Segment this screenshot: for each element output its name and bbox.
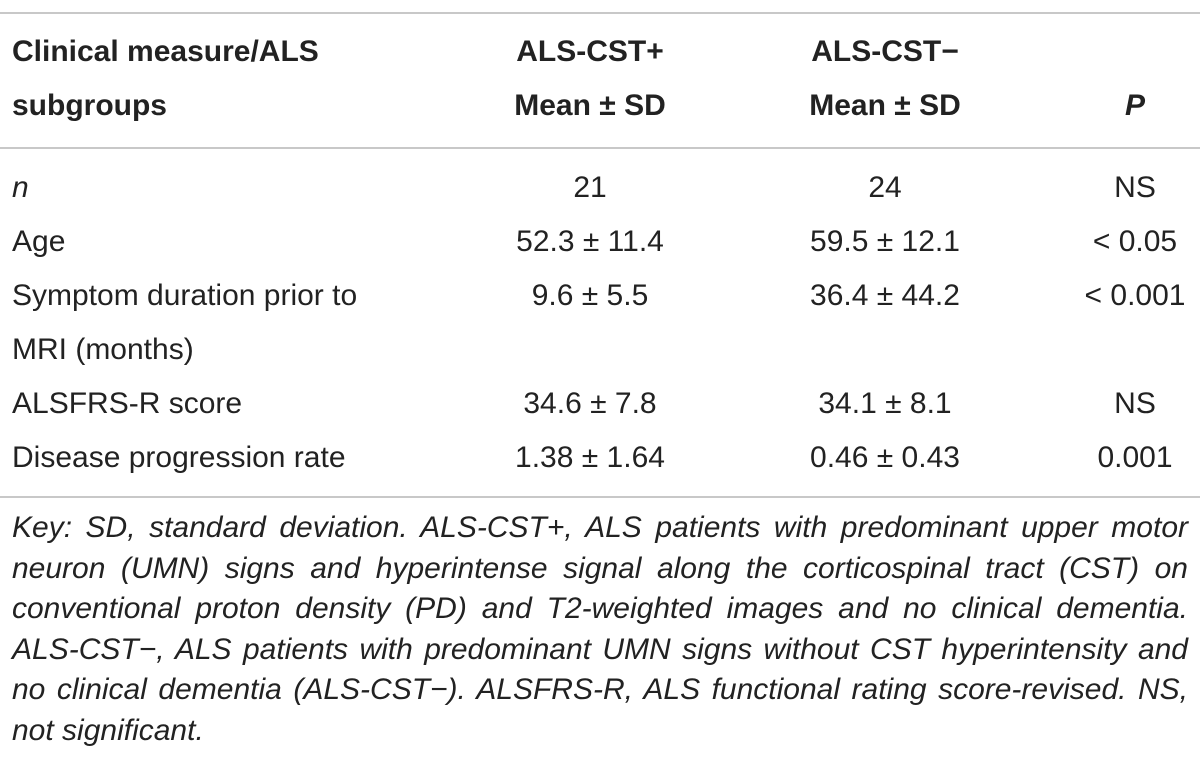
table-footnote: Key: SD, standard deviation. ALS-CST+, A… xyxy=(12,511,1188,747)
row-label: ALSFRS-R score xyxy=(12,387,243,420)
header-als-cst-minus: ALS-CST− Mean ± SD xyxy=(760,25,1010,133)
cst-plus-value: 21 xyxy=(573,171,607,204)
row-label: Disease progression rate xyxy=(12,441,346,474)
bottom-rule xyxy=(0,496,1200,498)
cst-plus-value: 34.6 ± 7.8 xyxy=(523,387,657,420)
row-label: n xyxy=(12,171,29,204)
cst-minus-value: 36.4 ± 44.2 xyxy=(810,279,960,312)
cst-plus-value: 52.3 ± 11.4 xyxy=(516,225,664,258)
p-value: 0.001 xyxy=(1097,441,1173,474)
p-value: < 0.001 xyxy=(1084,279,1186,312)
row-label: Symptom duration prior to MRI (months) xyxy=(12,279,358,366)
header-als-cst-plus: ALS-CST+ Mean ± SD xyxy=(470,25,710,133)
cst-minus-value: 59.5 ± 12.1 xyxy=(810,225,960,258)
cst-minus-value: 24 xyxy=(868,171,902,204)
header-als-cst-minus-line1: ALS-CST− xyxy=(811,35,959,68)
header-p-value: P xyxy=(1124,89,1145,122)
header-clinical-measure: Clinical measure/ALS subgroups xyxy=(12,25,432,133)
p-value: < 0.05 xyxy=(1092,225,1178,258)
top-rule xyxy=(0,12,1200,14)
header-als-cst-minus-line2: Mean ± SD xyxy=(809,89,961,122)
header-rule xyxy=(0,147,1200,149)
header-als-cst-plus-line2: Mean ± SD xyxy=(514,89,666,122)
header-als-cst-plus-line1: ALS-CST+ xyxy=(516,35,664,68)
header-clinical-measure-line1: Clinical measure/ALS xyxy=(12,35,319,68)
cst-minus-value: 34.1 ± 8.1 xyxy=(818,387,952,420)
cst-minus-value: 0.46 ± 0.43 xyxy=(810,441,960,474)
header-clinical-measure-line2: subgroups xyxy=(12,89,167,122)
p-value: NS xyxy=(1114,387,1156,420)
cst-plus-value: 9.6 ± 5.5 xyxy=(531,279,649,312)
row-label: Age xyxy=(12,225,66,258)
cst-plus-value: 1.38 ± 1.64 xyxy=(515,441,665,474)
p-value: NS xyxy=(1114,171,1156,204)
